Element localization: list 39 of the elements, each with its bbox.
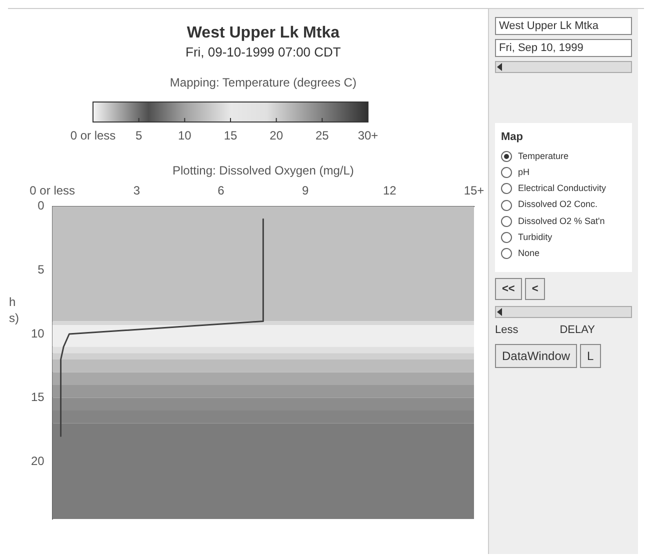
y-tick-label: 10 [30, 326, 45, 340]
y-tick-label: 15 [30, 390, 45, 404]
x-tick-label: 3 [133, 184, 140, 198]
text: Electrical Conductivity [517, 183, 608, 194]
text: pH [517, 167, 531, 178]
text: Turbidity [517, 232, 554, 243]
color-bar-label: 10 [178, 128, 192, 142]
color-bar-label: 15 [224, 128, 238, 142]
text: << [495, 278, 522, 300]
y-axis-title: h s) [9, 295, 19, 326]
color-bar-title: Mapping: Temperature (degrees C) [170, 75, 356, 90]
text: Less [495, 324, 518, 336]
color-bar-label: 0 or less [70, 128, 116, 142]
x-tick-label: 0 or less [30, 184, 76, 198]
text: DataWindow [495, 344, 578, 368]
color-bar-label: 5 [135, 128, 142, 142]
color-bar-label: 20 [270, 128, 284, 142]
x-tick-label: 6 [218, 184, 225, 198]
y-tick-label: 0 [38, 198, 45, 213]
chart-title: West Upper Lk Mtka [186, 24, 340, 42]
color-bar-label: 25 [315, 128, 330, 142]
y-tick-label: 5 [38, 262, 45, 277]
x-tick-label: 15+ [464, 184, 484, 198]
text: L [580, 344, 601, 368]
text: None [517, 248, 541, 259]
text: West Upper Lk Mtka [495, 17, 632, 35]
x-axis-title: Plotting: Dissolved Oxygen (mg/L) [172, 163, 354, 178]
text: DELAY [560, 324, 595, 336]
text: Fri, Sep 10, 1999 [495, 39, 632, 57]
color-bar-label: 30+ [358, 128, 378, 142]
text: Temperature [517, 151, 570, 162]
x-tick-label: 12 [382, 184, 397, 198]
y-tick-label: 20 [30, 454, 45, 468]
text: Dissolved O2 % Sat'n [517, 216, 606, 227]
text: < [524, 278, 546, 300]
chart-subtitle: Fri, 09-10-1999 07:00 CDT [185, 44, 341, 60]
x-tick-label: 9 [302, 184, 309, 198]
text: Dissolved O2 Conc. [517, 199, 599, 210]
text: Map [501, 131, 524, 143]
